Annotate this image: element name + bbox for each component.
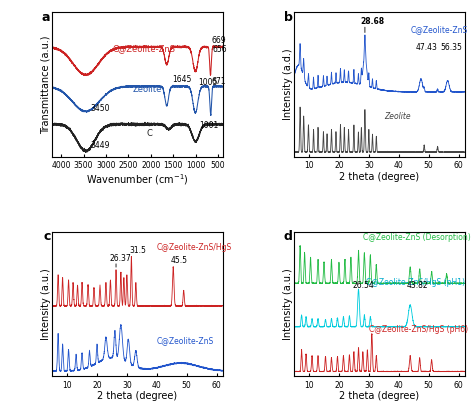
Y-axis label: Intensity (a.d.): Intensity (a.d.) — [283, 49, 293, 120]
X-axis label: 2 theta (degree): 2 theta (degree) — [97, 391, 177, 401]
Text: d: d — [283, 230, 292, 243]
Text: 671: 671 — [212, 77, 226, 86]
Text: Zeolite: Zeolite — [384, 112, 410, 121]
X-axis label: 2 theta (degree): 2 theta (degree) — [339, 172, 419, 182]
Text: C@Zeolite-ZnS/HgS (pH6): C@Zeolite-ZnS/HgS (pH6) — [369, 325, 468, 335]
Text: 26.37: 26.37 — [109, 254, 131, 263]
Text: Zeolite: Zeolite — [133, 85, 162, 94]
Text: 3449: 3449 — [91, 141, 110, 150]
Text: 45.5: 45.5 — [170, 256, 187, 265]
Text: 56.35: 56.35 — [441, 43, 463, 52]
Text: C: C — [146, 129, 152, 138]
Text: a: a — [42, 11, 50, 24]
Text: 26.54: 26.54 — [352, 280, 374, 290]
Text: C@Zeolite-ZnS: C@Zeolite-ZnS — [410, 25, 468, 34]
Y-axis label: Intensity (a.u.): Intensity (a.u.) — [283, 268, 293, 339]
Text: 43.82: 43.82 — [406, 280, 428, 290]
Text: 669: 669 — [211, 36, 226, 45]
Y-axis label: Transmittance (a.u.): Transmittance (a.u.) — [41, 35, 51, 134]
Text: 1005: 1005 — [198, 78, 218, 87]
Text: C@Zeolite-ZnS/HgS: C@Zeolite-ZnS/HgS — [157, 243, 232, 252]
Y-axis label: Intensity (a.u.): Intensity (a.u.) — [41, 268, 51, 339]
Text: C@Zeolite-ZnS (Desorption): C@Zeolite-ZnS (Desorption) — [363, 233, 471, 242]
Text: C@Zeolite-ZnS/HgS (pH1): C@Zeolite-ZnS/HgS (pH1) — [366, 278, 465, 287]
Text: 28.68: 28.68 — [361, 17, 385, 26]
X-axis label: 2 theta (degree): 2 theta (degree) — [339, 391, 419, 401]
Text: c: c — [43, 230, 50, 243]
Text: C@Zeolite-ZnS: C@Zeolite-ZnS — [157, 336, 214, 345]
Text: b: b — [283, 11, 292, 24]
Text: 656: 656 — [213, 45, 228, 54]
Text: C@Zeolite-ZnS: C@Zeolite-ZnS — [113, 44, 176, 53]
Text: 31.5: 31.5 — [129, 246, 146, 255]
Text: 3450: 3450 — [91, 104, 110, 113]
X-axis label: Wavenumber (cm$^{-1}$): Wavenumber (cm$^{-1}$) — [86, 172, 189, 187]
Text: 1645: 1645 — [172, 76, 191, 84]
Text: 47.43: 47.43 — [415, 43, 437, 52]
Text: 1001: 1001 — [199, 121, 218, 130]
